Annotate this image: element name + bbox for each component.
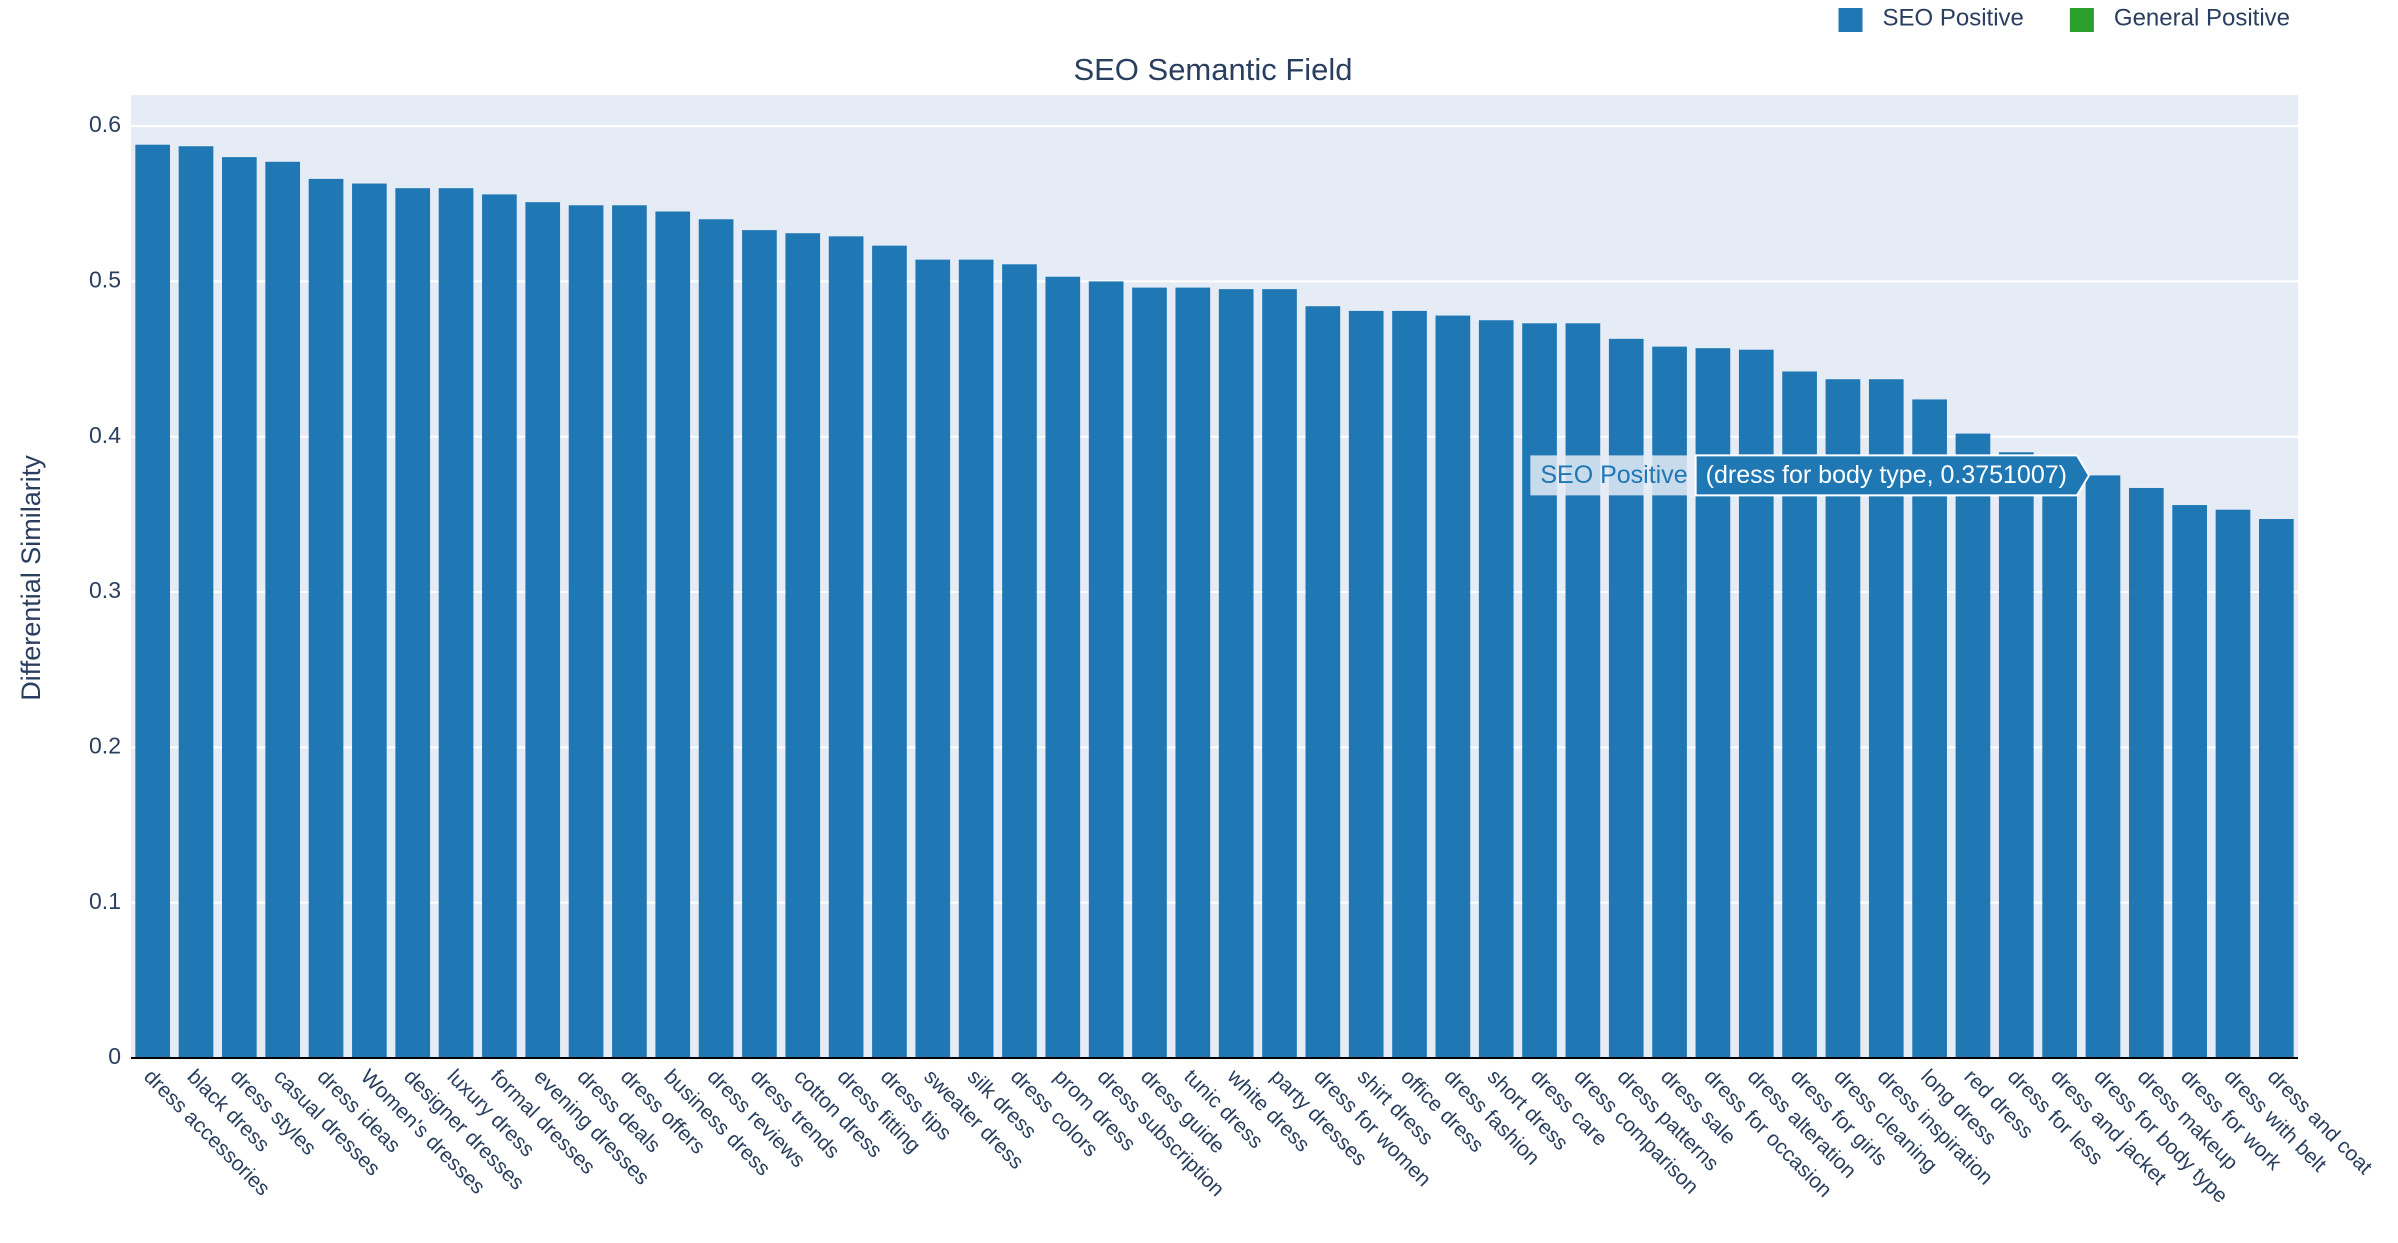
legend-swatch	[1838, 8, 1863, 32]
bar	[308, 178, 344, 1058]
y-tick-label: 0.3	[89, 577, 121, 603]
bar	[915, 259, 951, 1058]
bar	[352, 183, 387, 1058]
bar	[2128, 487, 2164, 1058]
bar	[2042, 464, 2077, 1059]
bar	[872, 245, 907, 1058]
bar	[1002, 264, 1037, 1058]
bar	[1998, 452, 2034, 1058]
bar	[698, 219, 734, 1059]
bar	[525, 202, 561, 1058]
bar	[2172, 505, 2207, 1058]
bar	[482, 194, 517, 1059]
bar	[1478, 320, 1514, 1058]
bar	[742, 230, 777, 1059]
y-tick-label: 0.5	[89, 266, 121, 292]
y-tick-label: 0.2	[89, 732, 121, 758]
bar	[958, 259, 994, 1058]
tooltip-box	[1694, 454, 2091, 497]
bar	[178, 146, 214, 1058]
bar	[785, 233, 821, 1059]
bar	[1045, 276, 1081, 1058]
bar	[395, 188, 431, 1058]
bar	[1608, 338, 1644, 1058]
tooltip-series-box	[1530, 455, 1696, 496]
legend-swatch	[2069, 8, 2094, 32]
bar	[438, 188, 474, 1058]
bar	[1175, 287, 1211, 1059]
bar	[2215, 509, 2251, 1058]
bar	[1088, 281, 1124, 1058]
bar	[135, 144, 171, 1058]
bar	[1262, 289, 1297, 1059]
chart-title: SEO Semantic Field	[1073, 52, 1352, 87]
bar	[568, 205, 604, 1058]
bar	[1435, 315, 1471, 1058]
y-tick-label: 0.1	[89, 888, 121, 914]
legend-label: General Positive	[2114, 4, 2290, 31]
bar	[655, 211, 691, 1058]
bar	[1522, 323, 1557, 1058]
tooltip-text: (dress for body type, 0.3751007)	[1706, 461, 2067, 489]
bar	[1652, 346, 1687, 1059]
tooltip: (dress for body type, 0.3751007) SEO Posi…	[1530, 454, 2091, 497]
bar	[222, 157, 257, 1058]
bar	[612, 205, 647, 1058]
y-tick-label: 0.4	[89, 422, 121, 448]
bar	[1565, 323, 1601, 1058]
y-tick-label: 0.6	[89, 111, 121, 137]
bar	[2258, 519, 2294, 1058]
bar	[1955, 433, 1991, 1058]
bar	[1348, 310, 1384, 1058]
bar	[1392, 310, 1427, 1058]
tooltip-series: SEO Positive	[1540, 461, 1687, 489]
bar	[1132, 287, 1167, 1059]
bar	[265, 161, 301, 1059]
bar	[2085, 475, 2121, 1058]
bar	[1912, 399, 1947, 1058]
legend-label: SEO Positive	[1883, 4, 2024, 31]
bar	[1218, 289, 1254, 1059]
bar	[1305, 306, 1341, 1058]
bar	[828, 236, 864, 1058]
y-axis-title: Differential Similarity	[16, 455, 46, 701]
y-tick-label: 0	[108, 1043, 121, 1069]
